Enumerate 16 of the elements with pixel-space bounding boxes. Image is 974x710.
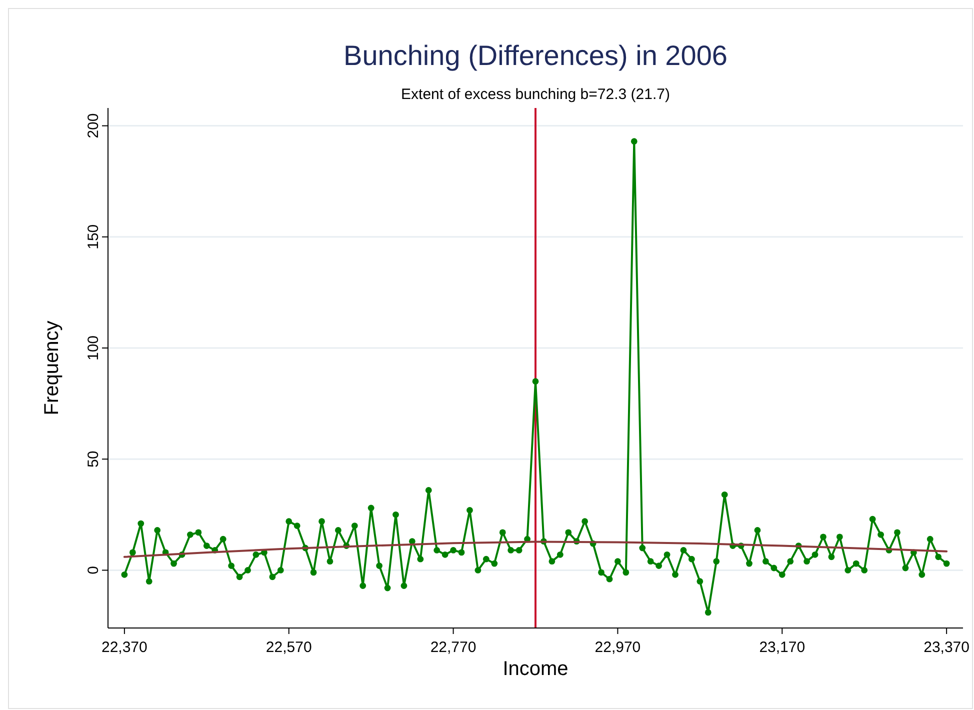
x-tick-label: 23,370 xyxy=(924,639,970,656)
x-tick-label: 22,970 xyxy=(594,639,641,656)
x-tick-label: 22,570 xyxy=(266,639,312,656)
y-tick-label: 200 xyxy=(85,113,102,138)
y-axis-title: Frequency xyxy=(41,320,63,416)
line-series xyxy=(123,540,948,558)
y-tick-label: 100 xyxy=(85,335,102,361)
chart-subtitle: Extent of excess bunching b=72.3 (21.7) xyxy=(401,86,670,103)
y-tick-label: 0 xyxy=(85,566,102,574)
x-tick-label: 22,370 xyxy=(101,639,148,656)
chart-title: Bunching (Differences) in 2006 xyxy=(344,40,728,71)
y-tick-label: 150 xyxy=(85,224,102,250)
x-tick-label: 23,170 xyxy=(759,639,806,656)
x-axis-title: Income xyxy=(502,658,568,680)
x-tick-label: 22,770 xyxy=(430,639,476,656)
y-tick-label: 50 xyxy=(85,450,102,468)
